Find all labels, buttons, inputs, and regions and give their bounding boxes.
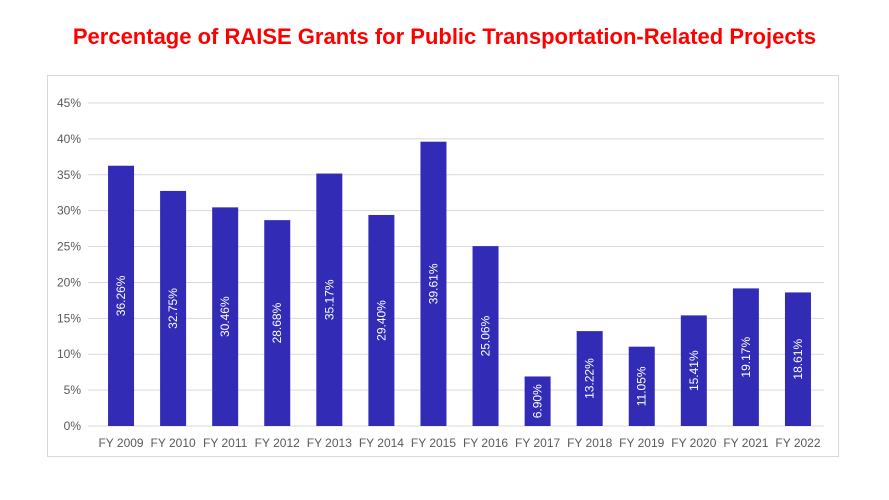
x-tick-label: FY 2020 xyxy=(671,436,716,450)
y-tick-label: 0% xyxy=(64,419,82,433)
x-tick-label: FY 2017 xyxy=(515,436,560,450)
chart-frame xyxy=(47,75,839,457)
data-label: 28.68% xyxy=(270,302,284,343)
data-label: 18.61% xyxy=(791,339,805,380)
x-tick-label: FY 2015 xyxy=(411,436,456,450)
y-tick-label: 25% xyxy=(57,240,81,254)
data-label: 11.05% xyxy=(635,366,649,406)
data-label: 36.26% xyxy=(114,275,128,316)
bar xyxy=(316,173,343,426)
data-label: 35.17% xyxy=(322,279,336,320)
bar xyxy=(524,376,551,426)
data-label: 13.22% xyxy=(583,358,597,399)
bar xyxy=(732,288,759,426)
x-tick-label: FY 2022 xyxy=(775,436,820,450)
bar xyxy=(264,220,291,426)
bar xyxy=(680,315,707,426)
y-tick-label: 10% xyxy=(57,347,81,361)
x-tick-label: FY 2021 xyxy=(723,436,768,450)
y-tick-label: 45% xyxy=(57,96,81,110)
data-label: 39.61% xyxy=(426,263,440,304)
x-tick-label: FY 2016 xyxy=(463,436,508,450)
data-label: 30.46% xyxy=(218,296,232,337)
x-tick-label: FY 2014 xyxy=(359,436,404,450)
bar xyxy=(212,207,239,426)
data-label: 25.06% xyxy=(479,315,493,356)
data-label: 19.17% xyxy=(739,337,753,378)
y-tick-label: 15% xyxy=(57,311,81,325)
x-tick-label: FY 2018 xyxy=(567,436,612,450)
bar xyxy=(368,214,395,426)
bar xyxy=(108,165,135,427)
data-label: 32.75% xyxy=(166,288,180,329)
y-tick-label: 5% xyxy=(64,383,82,397)
bar xyxy=(784,292,811,426)
x-tick-label: FY 2013 xyxy=(307,436,352,450)
bar xyxy=(472,246,499,426)
bar xyxy=(160,190,187,426)
data-label: 15.41% xyxy=(687,350,701,391)
x-tick-label: FY 2011 xyxy=(203,436,248,450)
x-tick-label: FY 2009 xyxy=(98,436,143,450)
x-tick-label: FY 2012 xyxy=(255,436,300,450)
y-tick-label: 30% xyxy=(57,204,81,218)
data-label: 6.90% xyxy=(531,384,545,418)
y-tick-label: 40% xyxy=(57,132,81,146)
bar xyxy=(628,346,655,426)
x-tick-label: FY 2010 xyxy=(151,436,196,450)
data-label: 29.40% xyxy=(374,300,388,341)
chart-title: Percentage of RAISE Grants for Public Tr… xyxy=(72,24,817,49)
bar xyxy=(420,141,447,426)
y-tick-label: 35% xyxy=(57,168,81,182)
x-tick-label: FY 2019 xyxy=(619,436,664,450)
bar xyxy=(576,331,603,426)
y-tick-label: 20% xyxy=(57,275,81,289)
